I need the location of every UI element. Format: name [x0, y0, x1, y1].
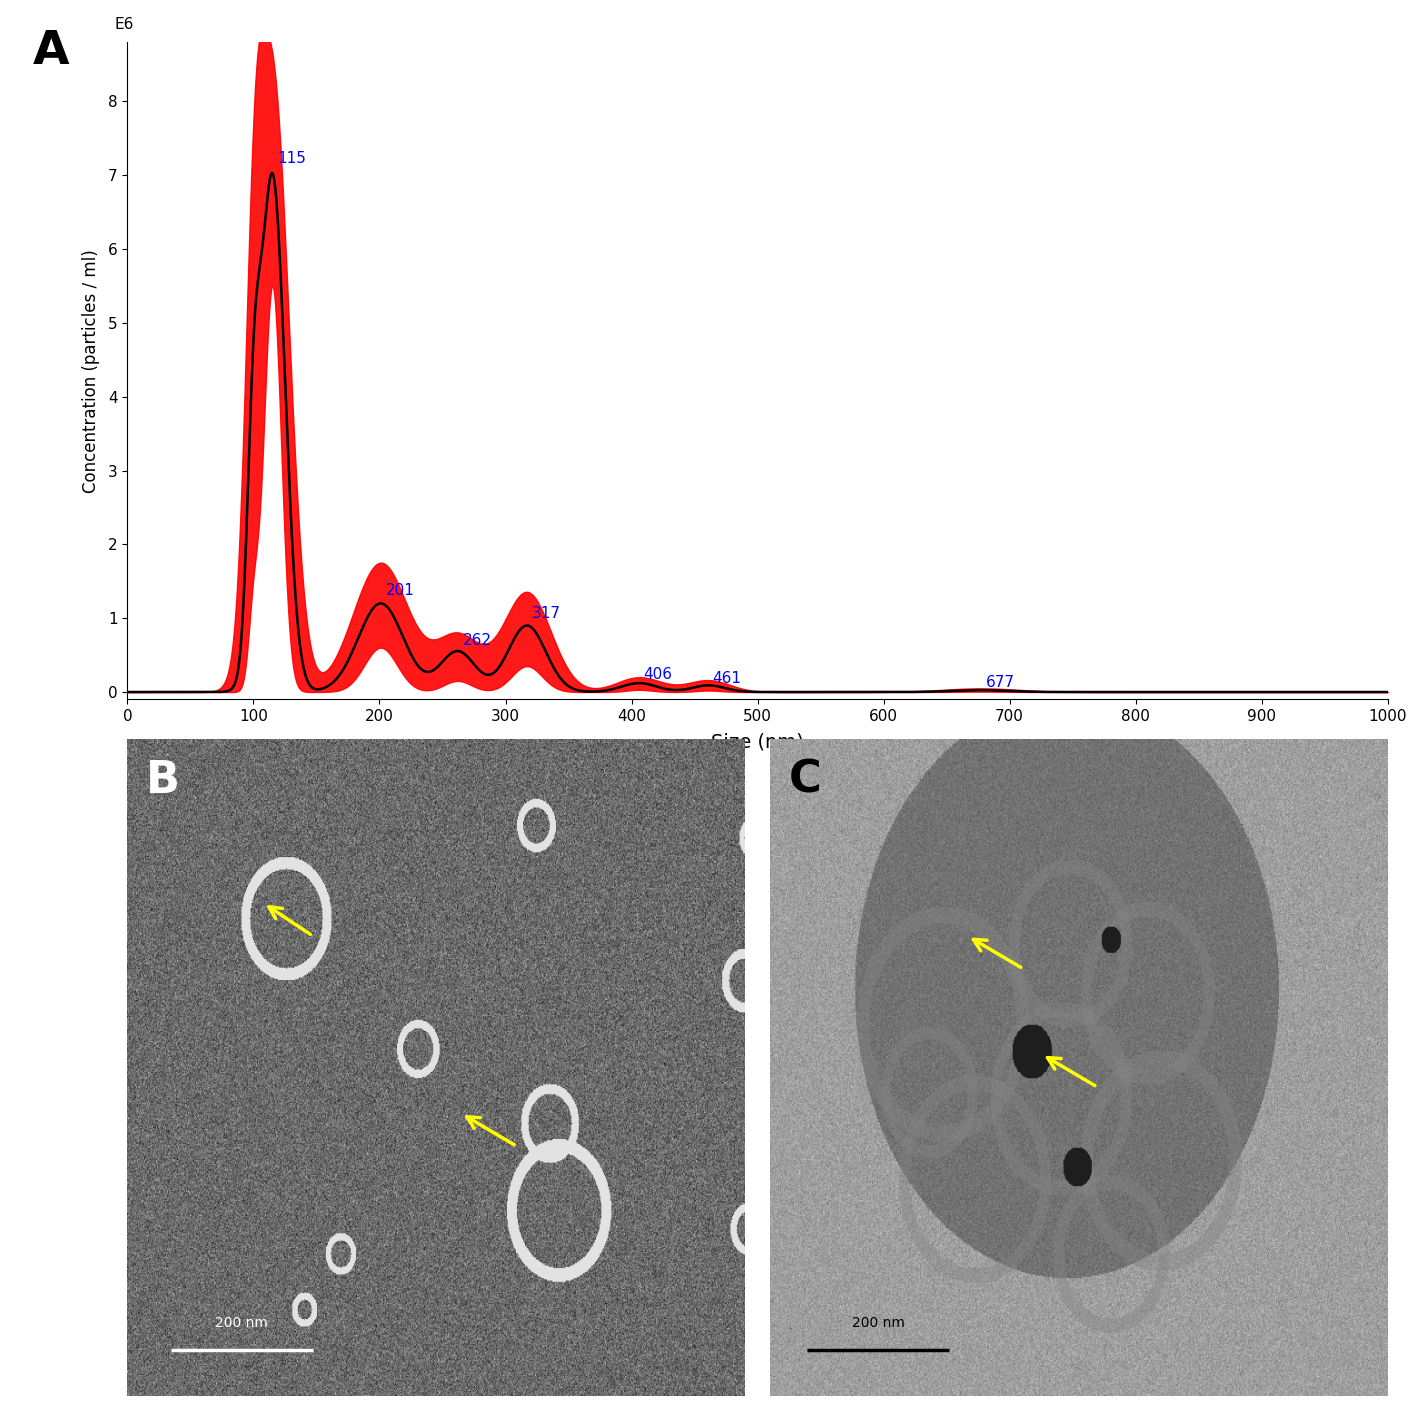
- Text: 677: 677: [986, 675, 1015, 691]
- X-axis label: Size (nm): Size (nm): [711, 732, 804, 752]
- Text: C: C: [789, 759, 821, 801]
- Text: B: B: [146, 759, 180, 801]
- Text: 201: 201: [385, 584, 415, 598]
- Y-axis label: Concentration (particles / ml): Concentration (particles / ml): [82, 250, 99, 492]
- Text: 406: 406: [643, 667, 671, 682]
- Text: 115: 115: [278, 151, 306, 166]
- Text: E6: E6: [115, 17, 135, 32]
- Text: 200 nm: 200 nm: [851, 1316, 905, 1330]
- Text: A: A: [33, 30, 69, 75]
- Text: 461: 461: [712, 671, 741, 687]
- Text: 200 nm: 200 nm: [215, 1316, 268, 1330]
- Text: 317: 317: [532, 606, 561, 622]
- Text: 262: 262: [463, 633, 491, 649]
